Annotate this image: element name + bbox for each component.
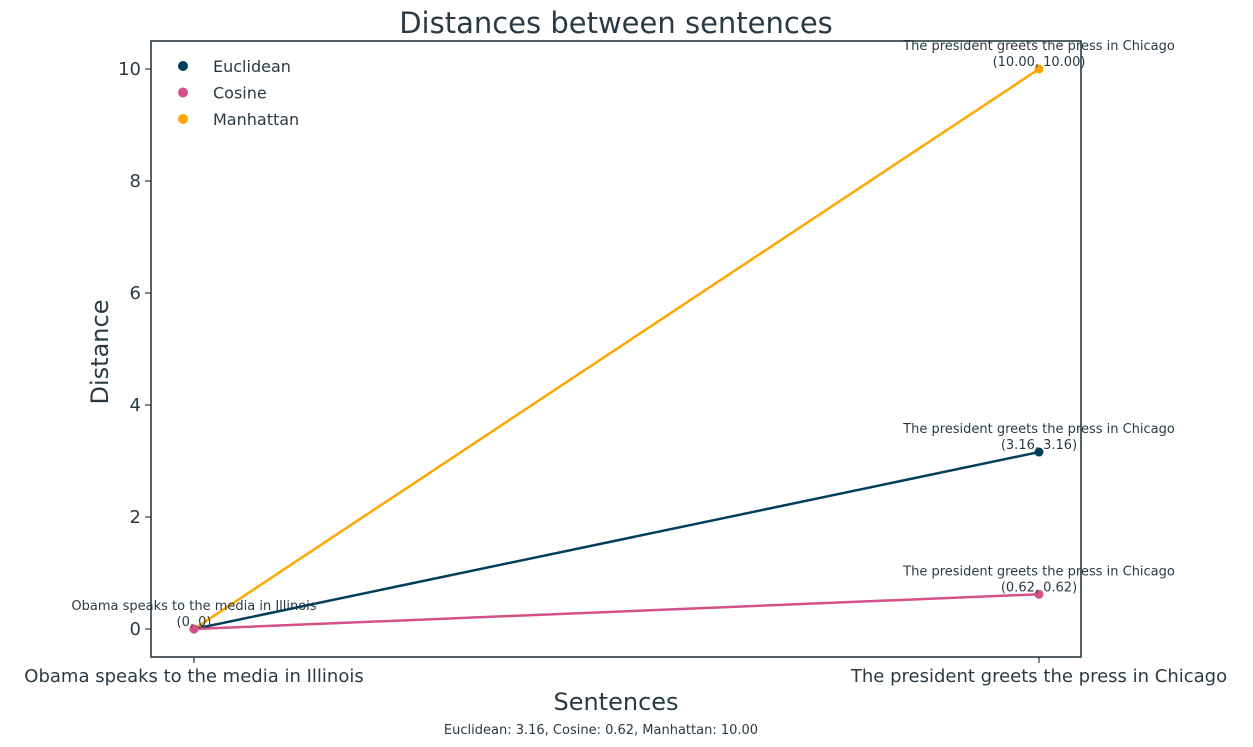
legend-marker: [178, 61, 188, 71]
annotation: The president greets the press in Chicag…: [902, 39, 1175, 70]
annotation-coords: (10.00, 10.00): [993, 55, 1086, 70]
series-lines: [193, 67, 1040, 631]
legend-item-cosine: Cosine: [178, 84, 267, 103]
x-axis-label: Sentences: [553, 688, 678, 716]
y-tick-label: 4: [130, 395, 141, 416]
data-point-euclidean: [1034, 447, 1044, 457]
annotation-coords: (3.16, 3.16): [1001, 438, 1077, 453]
y-tick-label: 0: [130, 619, 141, 640]
x-axis-ticks: Obama speaks to the media in Illinois The…: [24, 657, 1227, 687]
series-line-cosine: [193, 593, 1040, 631]
annotation: Obama speaks to the media in Illinois(0,…: [71, 599, 316, 630]
point-annotations: Obama speaks to the media in Illinois(0,…: [71, 39, 1174, 630]
legend-label: Manhattan: [213, 110, 299, 129]
series-line-euclidean: [193, 450, 1040, 631]
annotation: The president greets the press in Chicag…: [902, 422, 1175, 453]
y-tick-label: 2: [130, 507, 141, 528]
legend-label: Euclidean: [213, 57, 291, 76]
annotation-label: Obama speaks to the media in Illinois: [71, 599, 316, 614]
legend-marker: [178, 87, 188, 98]
data-point-cosine: [189, 624, 199, 634]
annotation: The president greets the press in Chicag…: [902, 564, 1175, 595]
plot-frame: [150, 40, 1082, 658]
annotation-label: The president greets the press in Chicag…: [902, 39, 1175, 54]
legend: Euclidean Cosine Manhattan: [178, 57, 299, 129]
y-tick-label: 8: [130, 171, 141, 192]
y-tick-label: 6: [130, 283, 141, 304]
x-tick-label: Obama speaks to the media in Illinois: [24, 666, 363, 687]
y-tick-label: 10: [118, 59, 141, 80]
summary-footer: Euclidean: 3.16, Cosine: 0.62, Manhattan…: [444, 723, 758, 738]
legend-label: Cosine: [213, 84, 267, 103]
data-point-cosine: [1034, 589, 1044, 599]
chart-title: Distances between sentences: [399, 6, 833, 40]
annotation-label: The president greets the press in Chicag…: [902, 564, 1175, 579]
annotation-coords: (0, 0): [177, 615, 212, 630]
annotation-label: The president greets the press in Chicag…: [902, 422, 1175, 437]
y-axis-ticks: 0 2 4 6 8 10: [118, 59, 151, 640]
annotation-coords: (0.62, 0.62): [1001, 580, 1077, 595]
series-points: [189, 64, 1044, 634]
legend-item-manhattan: Manhattan: [178, 110, 299, 129]
y-axis-label: Distance: [86, 300, 114, 405]
x-tick-label: The president greets the press in Chicag…: [850, 666, 1227, 687]
data-point-manhattan: [1034, 64, 1044, 74]
series-line-manhattan: [193, 67, 1040, 631]
legend-marker: [178, 114, 188, 124]
legend-item-euclidean: Euclidean: [178, 57, 291, 76]
